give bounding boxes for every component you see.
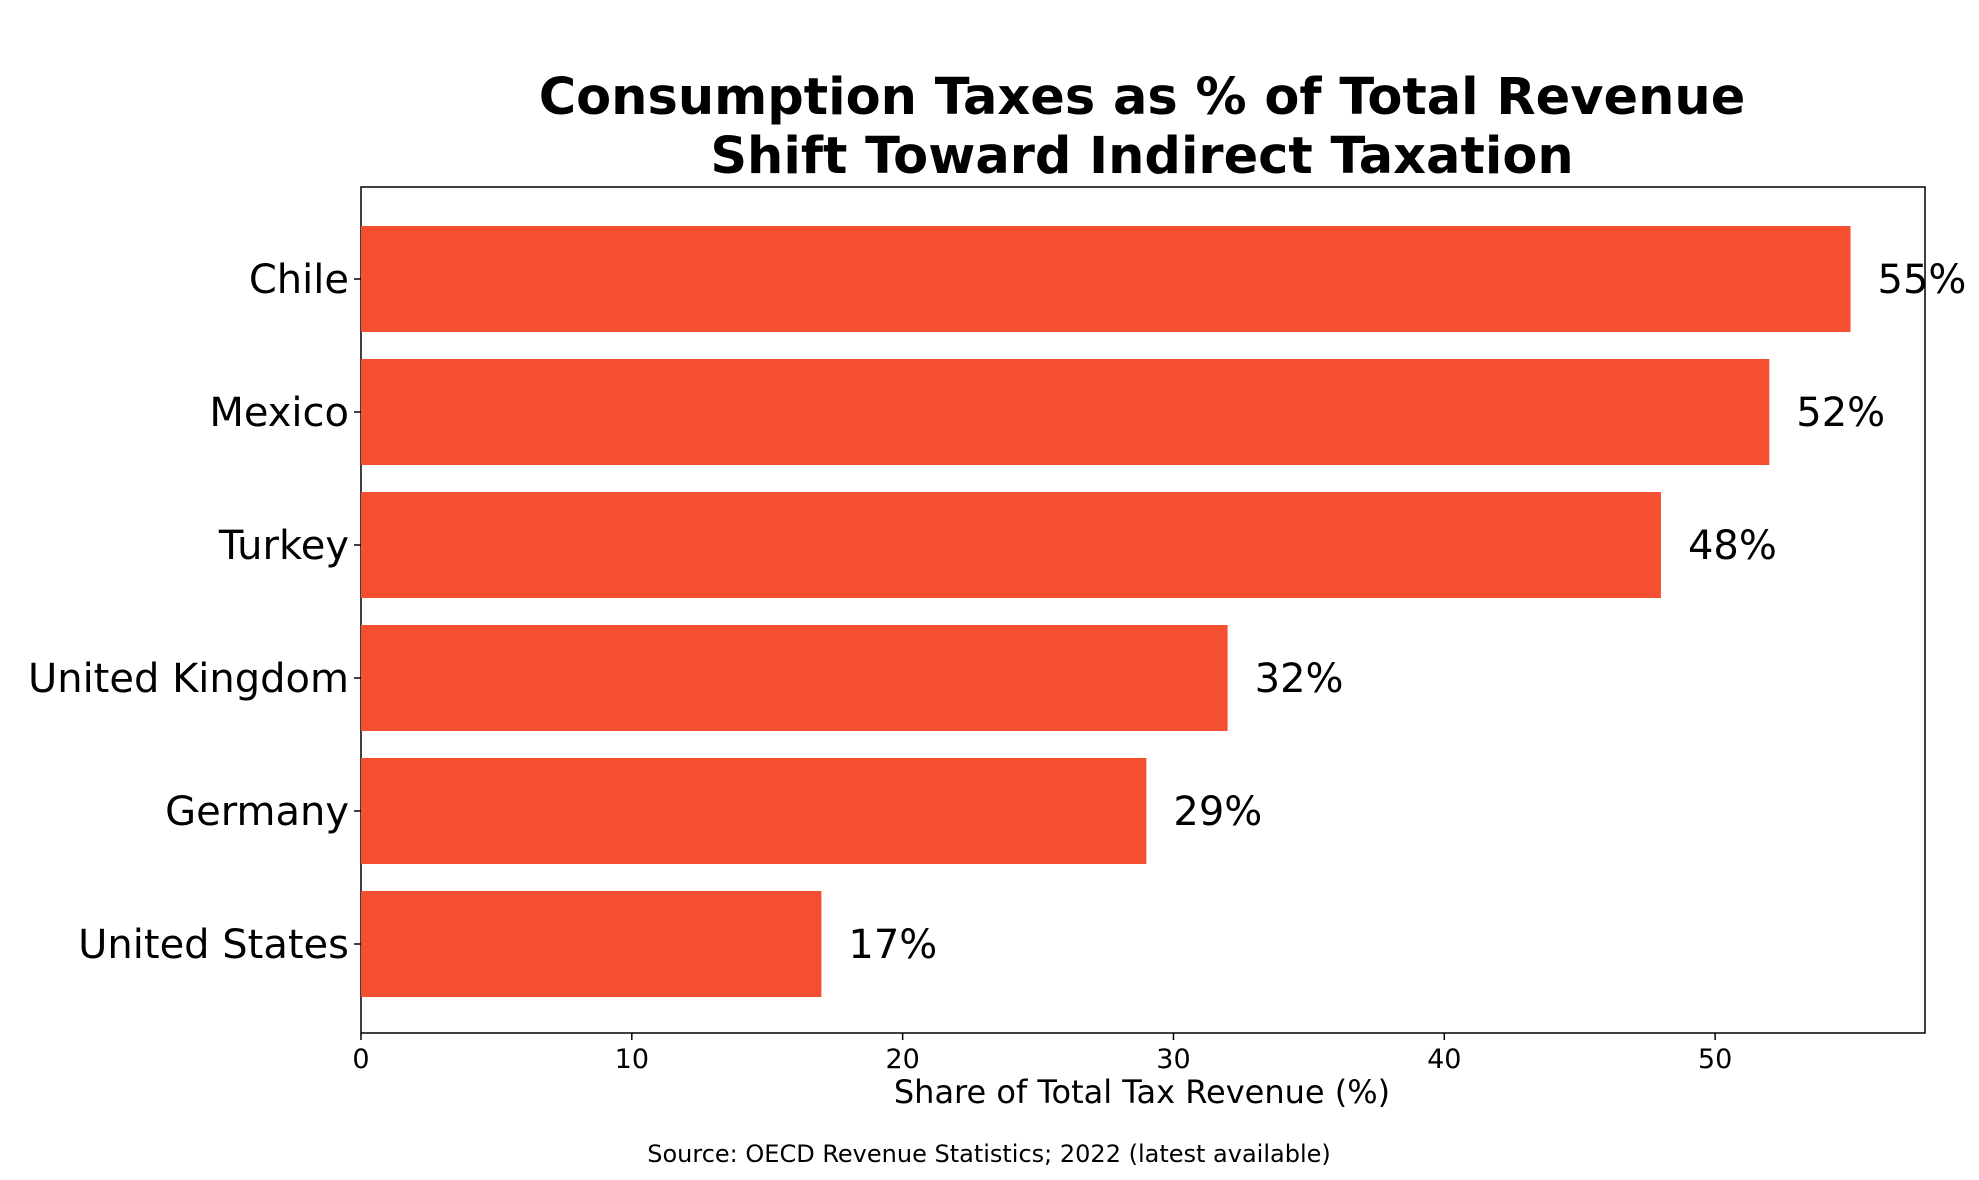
y-axis-ticks: Chile Mexico Turkey United Kingdom Germany Un… — [28, 257, 361, 968]
x-tick-label-50: 50 — [1698, 1044, 1732, 1075]
value-label-united-states: 17% — [848, 922, 937, 968]
source-note: Source: OECD Revenue Statistics; 2022 (l… — [647, 1140, 1331, 1168]
x-tick-label-10: 10 — [615, 1044, 649, 1075]
plot-area-frame — [360, 186, 1926, 1034]
value-label-mexico: 52% — [1796, 390, 1885, 436]
bar-united-kingdom — [361, 625, 1228, 731]
bar-chile — [361, 226, 1851, 332]
bar-mexico — [361, 359, 1770, 465]
category-label-united-states: United States — [78, 922, 349, 968]
category-label-chile: Chile — [249, 257, 349, 303]
category-label-germany: Germany — [165, 789, 349, 835]
value-label-chile: 55% — [1878, 257, 1967, 303]
x-tick-label-20: 20 — [885, 1044, 919, 1075]
chart-title-line-1: Consumption Taxes as % of Total Revenue — [539, 68, 1746, 127]
value-label-germany: 29% — [1173, 789, 1262, 835]
bars-group: 55% 52% 48% 32% 29% 17% — [361, 226, 1966, 997]
x-tick-label-30: 30 — [1156, 1044, 1190, 1075]
chart-title-line-2: Shift Toward Indirect Taxation — [710, 127, 1573, 186]
bar-united-states — [361, 891, 822, 997]
bar-germany — [361, 758, 1147, 864]
x-axis-ticks: 0 10 20 30 40 50 — [352, 1033, 1732, 1075]
value-label-united-kingdom: 32% — [1255, 656, 1344, 702]
x-tick-label-0: 0 — [352, 1044, 369, 1075]
category-label-united-kingdom: United Kingdom — [28, 656, 349, 702]
category-label-mexico: Mexico — [209, 390, 349, 436]
category-label-turkey: Turkey — [218, 523, 349, 569]
bar-turkey — [361, 492, 1661, 598]
x-tick-label-40: 40 — [1427, 1044, 1461, 1075]
value-label-turkey: 48% — [1688, 523, 1777, 569]
x-axis-label: Share of Total Tax Revenue (%) — [894, 1073, 1390, 1111]
